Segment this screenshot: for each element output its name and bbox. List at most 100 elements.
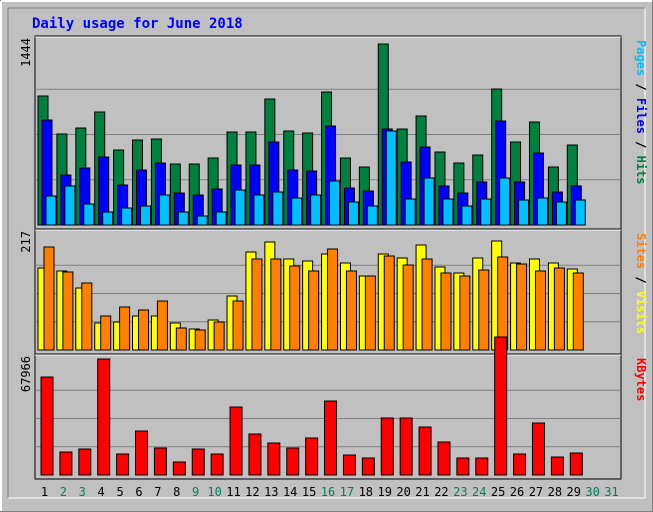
bar-sites-day-27 bbox=[534, 270, 546, 351]
side-label-part: Files bbox=[634, 98, 648, 134]
x-tick-label: 3 bbox=[79, 485, 86, 499]
x-tick-label: 2 bbox=[60, 485, 67, 499]
side-label: KBytes bbox=[634, 358, 648, 401]
x-tick-label: 17 bbox=[340, 485, 354, 499]
bar-pages-day-26 bbox=[518, 199, 530, 226]
bar-sites-day-15 bbox=[308, 270, 320, 351]
bar-pages-day-1 bbox=[45, 195, 57, 226]
bar-pages-day-24 bbox=[480, 198, 492, 226]
bar-sites-day-12 bbox=[251, 258, 263, 351]
bar-sites-day-20 bbox=[402, 264, 414, 351]
bar-kbytes-day-26 bbox=[513, 453, 527, 476]
bar-sites-day-14 bbox=[289, 265, 301, 351]
bar-kbytes-day-23 bbox=[456, 457, 470, 476]
x-tick-label: 6 bbox=[135, 485, 142, 499]
bar-kbytes-day-16 bbox=[324, 400, 338, 476]
bar-pages-day-7 bbox=[158, 194, 170, 226]
bar-sites-day-16 bbox=[327, 248, 339, 351]
panel-kbytes: 67966 KBytes bbox=[19, 336, 648, 480]
bar-kbytes-day-15 bbox=[305, 437, 319, 476]
y-max-label: 67966 bbox=[19, 356, 33, 392]
bar-pages-day-4 bbox=[102, 211, 114, 226]
bar-kbytes-day-25 bbox=[494, 336, 508, 476]
side-label-part: Visits bbox=[634, 291, 648, 334]
bar-sites-day-28 bbox=[553, 267, 565, 351]
bar-kbytes-day-7 bbox=[153, 447, 167, 476]
bar-kbytes-day-1 bbox=[40, 376, 54, 476]
x-tick-label: 19 bbox=[377, 485, 391, 499]
side-label-part: KBytes bbox=[634, 358, 648, 401]
bar-kbytes-day-21 bbox=[418, 426, 432, 476]
side-label: Pages / Files / Hits bbox=[634, 40, 648, 185]
side-label-part: / bbox=[634, 76, 648, 98]
bar-pages-day-2 bbox=[64, 185, 76, 226]
bar-pages-day-5 bbox=[121, 207, 133, 226]
bar-sites-day-2 bbox=[62, 271, 74, 351]
x-tick-label: 10 bbox=[207, 485, 221, 499]
bar-pages-day-22 bbox=[442, 198, 454, 226]
bar-kbytes-day-4 bbox=[97, 358, 111, 476]
bar-pages-day-19 bbox=[385, 130, 397, 226]
x-tick-label: 5 bbox=[116, 485, 123, 499]
side-label-part: Pages bbox=[634, 40, 648, 76]
bar-sites-day-1 bbox=[43, 246, 55, 351]
x-tick-label: 23 bbox=[453, 485, 467, 499]
x-tick-label: 30 bbox=[585, 485, 599, 499]
bar-pages-day-6 bbox=[140, 205, 152, 226]
bar-sites-day-8 bbox=[175, 327, 187, 351]
bar-sites-day-26 bbox=[516, 263, 528, 351]
x-tick-label: 18 bbox=[359, 485, 373, 499]
chart-panels: 1444 Pages / Files / Hits 217 Sites / Visit… bbox=[19, 35, 648, 480]
x-tick-label: 25 bbox=[491, 485, 505, 499]
x-tick-label: 15 bbox=[302, 485, 316, 499]
x-tick-label: 28 bbox=[548, 485, 562, 499]
x-tick-label: 24 bbox=[472, 485, 486, 499]
x-tick-label: 21 bbox=[415, 485, 429, 499]
y-max-label: 1444 bbox=[19, 38, 33, 67]
bar-pages-day-15 bbox=[310, 194, 322, 226]
bar-kbytes-day-24 bbox=[475, 457, 489, 476]
bar-sites-day-19 bbox=[383, 255, 395, 351]
bar-pages-day-23 bbox=[461, 205, 473, 226]
bar-pages-day-10 bbox=[215, 211, 227, 226]
side-label: Sites / Visits bbox=[634, 233, 648, 334]
bar-kbytes-day-14 bbox=[286, 447, 300, 476]
x-tick-label: 31 bbox=[604, 485, 618, 499]
bar-kbytes-day-6 bbox=[135, 430, 149, 476]
x-tick-label: 27 bbox=[529, 485, 543, 499]
bar-sites-day-22 bbox=[440, 272, 452, 351]
y-max-label: 217 bbox=[19, 231, 33, 253]
x-tick-label: 4 bbox=[98, 485, 105, 499]
bar-pages-day-8 bbox=[177, 211, 189, 226]
bar-kbytes-day-19 bbox=[380, 417, 394, 476]
bar-sites-day-25 bbox=[497, 256, 509, 351]
bar-pages-day-21 bbox=[423, 177, 435, 226]
bar-sites-day-6 bbox=[138, 309, 150, 351]
bar-kbytes-day-2 bbox=[59, 451, 73, 476]
bar-kbytes-day-18 bbox=[361, 457, 375, 476]
bar-sites-day-17 bbox=[345, 270, 357, 351]
bar-sites-day-4 bbox=[100, 315, 112, 351]
x-tick-label: 1 bbox=[41, 485, 48, 499]
side-label-part: Hits bbox=[634, 156, 648, 185]
bar-sites-day-24 bbox=[478, 269, 490, 351]
x-tick-label: 20 bbox=[396, 485, 410, 499]
bar-pages-day-11 bbox=[234, 189, 246, 226]
bar-sites-day-18 bbox=[364, 275, 376, 351]
bar-pages-day-17 bbox=[347, 201, 359, 226]
x-tick-label: 26 bbox=[510, 485, 524, 499]
bar-pages-day-20 bbox=[404, 198, 416, 226]
bar-pages-day-3 bbox=[83, 203, 95, 226]
bar-kbytes-day-20 bbox=[399, 417, 413, 476]
x-tick-label: 11 bbox=[226, 485, 240, 499]
bar-sites-day-10 bbox=[213, 321, 225, 351]
x-tick-label: 13 bbox=[264, 485, 278, 499]
chart-title: Daily usage for June 2018 bbox=[32, 16, 243, 32]
bar-pages-day-29 bbox=[574, 199, 586, 226]
bar-kbytes-day-5 bbox=[116, 453, 130, 476]
side-label-part: / bbox=[634, 134, 648, 156]
panel-hits_files_pages: 1444 Pages / Files / Hits bbox=[19, 35, 648, 230]
bar-sites-day-7 bbox=[156, 300, 168, 351]
bar-kbytes-day-17 bbox=[342, 454, 356, 476]
bar-kbytes-day-28 bbox=[550, 456, 564, 476]
